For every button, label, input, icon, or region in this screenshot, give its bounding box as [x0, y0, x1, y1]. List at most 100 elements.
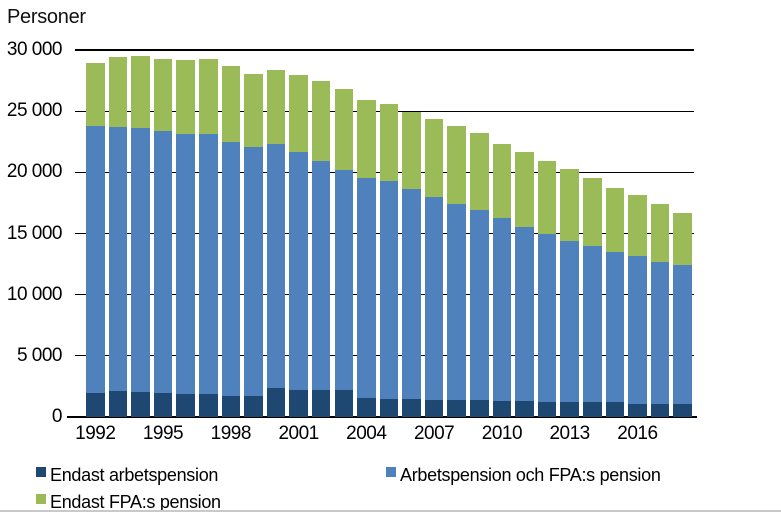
bar-2018-endast-arbetspension	[673, 403, 692, 417]
y-tick-label-0: 0	[51, 406, 63, 427]
bar-2011-arbetspension-och-fpa-s-pension	[515, 226, 534, 402]
bar-2003-arbetspension-och-fpa-s-pension	[334, 169, 353, 391]
bar-2003-endast-arbetspension	[334, 390, 353, 417]
legend-swatch-icon	[36, 467, 46, 477]
bar-1999-arbetspension-och-fpa-s-pension	[244, 147, 263, 397]
plot-area	[67, 49, 697, 418]
y-tick-label-20000: 20 000	[6, 161, 63, 183]
bar-1992-endast-fpa-s-pension	[86, 62, 105, 126]
bar-2006-arbetspension-och-fpa-s-pension	[402, 188, 421, 400]
x-tick-label-2001: 2001	[278, 423, 319, 444]
bar-2009-arbetspension-och-fpa-s-pension	[470, 210, 489, 400]
bar-2005-endast-fpa-s-pension	[379, 103, 399, 181]
bar-2014-endast-fpa-s-pension	[583, 177, 602, 246]
y-tick-label-25000: 25 000	[6, 100, 63, 122]
bar-1998-endast-fpa-s-pension	[221, 65, 240, 142]
bar-1997-endast-fpa-s-pension	[199, 58, 218, 135]
bar-1997-arbetspension-och-fpa-s-pension	[199, 134, 218, 395]
bar-1995-endast-arbetspension	[153, 392, 173, 417]
bar-1998-arbetspension-och-fpa-s-pension	[221, 141, 240, 396]
bar-2006-endast-arbetspension	[402, 399, 421, 417]
bar-2015-endast-fpa-s-pension	[605, 187, 625, 252]
bar-1996-arbetspension-och-fpa-s-pension	[176, 133, 195, 394]
bar-2017-arbetspension-och-fpa-s-pension	[650, 261, 670, 404]
bar-1993-arbetspension-och-fpa-s-pension	[108, 126, 128, 392]
bar-2017-endast-fpa-s-pension	[650, 204, 670, 262]
bar-2013-arbetspension-och-fpa-s-pension	[560, 240, 579, 402]
bar-2012-endast-arbetspension	[537, 401, 557, 417]
bar-2007-endast-arbetspension	[424, 399, 444, 417]
bar-1992-endast-arbetspension	[86, 393, 105, 417]
bar-2015-endast-arbetspension	[605, 402, 625, 417]
x-tick-label-1995: 1995	[142, 423, 184, 444]
bar-1995-arbetspension-och-fpa-s-pension	[153, 130, 173, 393]
bar-1993-endast-fpa-s-pension	[108, 57, 128, 127]
bar-2007-endast-fpa-s-pension	[424, 119, 444, 198]
bar-2001-arbetspension-och-fpa-s-pension	[289, 151, 308, 390]
y-tick-label-10000: 10 000	[6, 283, 63, 305]
bar-1995-endast-fpa-s-pension	[153, 58, 173, 131]
legend-swatch-icon	[36, 494, 46, 504]
bar-2014-endast-arbetspension	[583, 402, 602, 417]
bar-2013-endast-arbetspension	[560, 401, 579, 417]
bar-1992-arbetspension-och-fpa-s-pension	[86, 125, 105, 394]
bar-2014-arbetspension-och-fpa-s-pension	[583, 245, 602, 403]
x-tick-label-1998: 1998	[210, 423, 252, 444]
legend-swatch-icon	[386, 467, 396, 477]
bar-2011-endast-fpa-s-pension	[515, 151, 534, 227]
bar-2002-arbetspension-och-fpa-s-pension	[311, 160, 331, 390]
bar-2010-endast-fpa-s-pension	[492, 143, 512, 219]
y-tick-label-30000: 30 000	[6, 39, 63, 60]
bar-1994-arbetspension-och-fpa-s-pension	[131, 127, 150, 392]
bar-2018-arbetspension-och-fpa-s-pension	[673, 265, 692, 404]
bar-2009-endast-fpa-s-pension	[470, 132, 489, 211]
x-tick-label-2004: 2004	[346, 423, 387, 444]
bar-2018-endast-fpa-s-pension	[673, 213, 692, 266]
bar-2013-endast-fpa-s-pension	[560, 169, 579, 241]
y-tick-label-5000: 5 000	[16, 344, 63, 366]
bar-2003-endast-fpa-s-pension	[334, 89, 353, 170]
bar-2010-arbetspension-och-fpa-s-pension	[492, 218, 512, 402]
bar-2012-endast-fpa-s-pension	[537, 160, 557, 235]
bar-2017-endast-arbetspension	[650, 403, 670, 417]
x-tick-label-2013: 2013	[549, 423, 590, 444]
bar-2002-endast-arbetspension	[311, 389, 331, 417]
bar-2008-endast-fpa-s-pension	[447, 126, 466, 204]
bar-2007-arbetspension-och-fpa-s-pension	[424, 197, 444, 400]
bar-2004-endast-arbetspension	[357, 398, 376, 417]
bar-2000-endast-fpa-s-pension	[266, 70, 286, 144]
bar-2008-endast-arbetspension	[447, 399, 466, 417]
bar-2009-endast-arbetspension	[470, 399, 489, 417]
bar-1993-endast-arbetspension	[108, 391, 128, 417]
bar-1994-endast-arbetspension	[131, 391, 150, 417]
bar-2001-endast-fpa-s-pension	[289, 75, 308, 152]
bar-2016-arbetspension-och-fpa-s-pension	[628, 256, 647, 404]
bar-1998-endast-arbetspension	[221, 395, 240, 417]
x-tick-label-2010: 2010	[481, 423, 523, 444]
bar-2016-endast-fpa-s-pension	[628, 194, 647, 257]
bottom-divider-line	[0, 510, 781, 512]
bar-2016-endast-arbetspension	[628, 403, 647, 417]
x-axis-line	[67, 416, 697, 418]
x-tick-label-1992: 1992	[75, 423, 116, 444]
legend-label: Endast arbetspension	[50, 465, 219, 485]
bar-2008-arbetspension-och-fpa-s-pension	[447, 203, 466, 400]
bar-1996-endast-arbetspension	[176, 393, 195, 417]
x-tick-label-2016: 2016	[617, 423, 658, 444]
bar-2004-arbetspension-och-fpa-s-pension	[357, 178, 376, 398]
bar-2015-arbetspension-och-fpa-s-pension	[605, 251, 625, 403]
bar-2012-arbetspension-och-fpa-s-pension	[537, 234, 557, 402]
bar-1997-endast-arbetspension	[199, 394, 218, 417]
y-axis-title: Personer	[7, 6, 86, 28]
bar-2004-endast-fpa-s-pension	[357, 99, 376, 179]
bar-2010-endast-arbetspension	[492, 401, 512, 417]
bar-2005-arbetspension-och-fpa-s-pension	[379, 180, 399, 399]
bar-2002-endast-fpa-s-pension	[311, 80, 331, 161]
gridline-30000	[75, 49, 694, 51]
bar-2000-endast-arbetspension	[266, 388, 286, 417]
bar-2000-arbetspension-och-fpa-s-pension	[266, 143, 286, 389]
bar-2001-endast-arbetspension	[289, 389, 308, 417]
bar-2006-endast-fpa-s-pension	[402, 111, 421, 189]
x-tick-label-2007: 2007	[413, 423, 455, 444]
